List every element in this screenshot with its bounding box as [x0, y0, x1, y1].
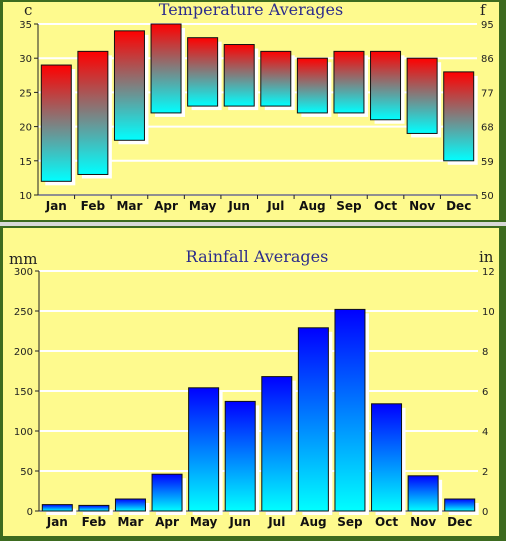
category-label-aug: Aug [299, 199, 325, 213]
bar-oct [370, 50, 402, 121]
chart-divider [0, 222, 506, 226]
y-tick-label-left: 250 [14, 307, 33, 318]
bar-may [187, 37, 219, 107]
bar-apr [150, 23, 182, 114]
category-label-apr: Apr [154, 199, 178, 213]
category-label-dec: Dec [446, 199, 471, 213]
y-tick-label-left: 200 [14, 347, 33, 358]
bar-shadow [46, 508, 77, 515]
category-label-oct: Oct [374, 199, 397, 213]
bar-aug [297, 327, 329, 512]
category-label-mar: Mar [117, 515, 143, 529]
category-label-oct: Oct [375, 515, 398, 529]
y-tick-label-right: 0 [482, 507, 488, 518]
bar-nov [406, 57, 438, 134]
y-tick-label-left: 35 [19, 20, 32, 31]
y-tick-label-right: 12 [482, 267, 495, 278]
y-tick-label-left: 100 [14, 427, 33, 438]
y-tick-label-right: 86 [481, 54, 494, 65]
bar-jul [260, 50, 292, 107]
bar-apr [151, 473, 183, 512]
rainfall-title: Rainfall Averages [186, 247, 329, 266]
category-label-jul: Jul [267, 515, 285, 529]
bar-aug [296, 57, 328, 114]
category-label-sep: Sep [337, 515, 363, 529]
category-label-jan: Jan [46, 515, 68, 529]
category-label-jun: Jun [228, 515, 251, 529]
y-tick-label-left: 25 [19, 88, 32, 99]
bar-jan [41, 504, 73, 512]
category-label-feb: Feb [82, 515, 107, 529]
category-label-aug: Aug [300, 515, 326, 529]
y-tick-label-right: 95 [481, 20, 494, 31]
y-tick-label-right: 6 [482, 387, 488, 398]
rainfall-left-unit: mm [9, 250, 37, 268]
bar-mar [113, 30, 145, 141]
category-label-may: May [189, 199, 217, 213]
y-tick-label-right: 50 [481, 191, 494, 202]
temperature-right-unit: f [480, 1, 487, 19]
bar-may [188, 387, 220, 512]
y-tick-label-left: 300 [14, 267, 33, 278]
temperature-title: Temperature Averages [159, 0, 343, 19]
bar-mar [114, 498, 146, 512]
temperature-bars [40, 23, 478, 186]
y-tick-label-left: 150 [14, 387, 33, 398]
bar-feb [77, 50, 109, 175]
y-tick-label-right: 68 [481, 123, 494, 134]
rainfall-category-labels: Jan Feb Mar Apr May Jun Jul Aug Sep Oct Nov Dec [46, 515, 473, 529]
y-tick-label-left: 15 [19, 157, 32, 168]
y-tick-label-right: 59 [481, 157, 494, 168]
y-tick-label-left: 50 [20, 467, 33, 478]
bar-sep [334, 308, 366, 512]
category-label-may: May [190, 515, 218, 529]
bar-jul [261, 376, 293, 512]
temperature-chart: Temperature Averages c f 10 50 15 59 20 68 25 7… [19, 0, 493, 213]
y-tick-label-left: 10 [19, 191, 32, 202]
rainfall-chart: Rainfall Averages mm in 0 0 50 2 100 4 150 6 200… [9, 247, 495, 529]
temperature-category-labels: Jan Feb Mar Apr May Jun Jul Aug Sep Oct Nov Dec [45, 199, 472, 213]
category-label-jan: Jan [45, 199, 67, 213]
category-label-jun: Jun [227, 199, 250, 213]
category-label-mar: Mar [116, 199, 142, 213]
bar-dec [444, 498, 476, 512]
rainfall-right-unit: in [479, 248, 494, 266]
bar-oct [371, 403, 403, 512]
y-tick-label-right: 4 [482, 427, 488, 438]
category-label-feb: Feb [81, 199, 106, 213]
y-tick-label-left: 30 [19, 54, 32, 65]
temperature-tick-labels: 10 50 15 59 20 68 25 77 30 86 35 95 [19, 20, 493, 202]
category-label-sep: Sep [336, 199, 362, 213]
y-tick-label-left: 0 [27, 507, 33, 518]
category-label-jul: Jul [266, 199, 284, 213]
bar-jan [40, 64, 72, 182]
temperature-axes [34, 23, 478, 199]
y-tick-label-right: 2 [482, 467, 488, 478]
category-label-apr: Apr [155, 515, 179, 529]
category-label-dec: Dec [447, 515, 472, 529]
bar-sep [333, 50, 365, 114]
y-tick-label-right: 77 [481, 88, 494, 99]
y-tick-label-right: 8 [482, 347, 488, 358]
temperature-left-unit: c [24, 1, 32, 19]
category-label-nov: Nov [410, 515, 436, 529]
rainfall-bars [41, 308, 479, 515]
rainfall-tick-labels: 0 0 50 2 100 4 150 6 200 8 250 10 300 12 [14, 267, 495, 518]
bar-jun [224, 400, 256, 512]
category-label-nov: Nov [409, 199, 435, 213]
y-tick-label-right: 10 [482, 307, 495, 318]
bar-jun [223, 44, 255, 107]
y-tick-label-left: 20 [19, 123, 32, 134]
bar-nov [407, 475, 439, 512]
bar-shadow [82, 509, 113, 515]
bar-dec [443, 71, 475, 162]
bar-feb [78, 504, 110, 512]
